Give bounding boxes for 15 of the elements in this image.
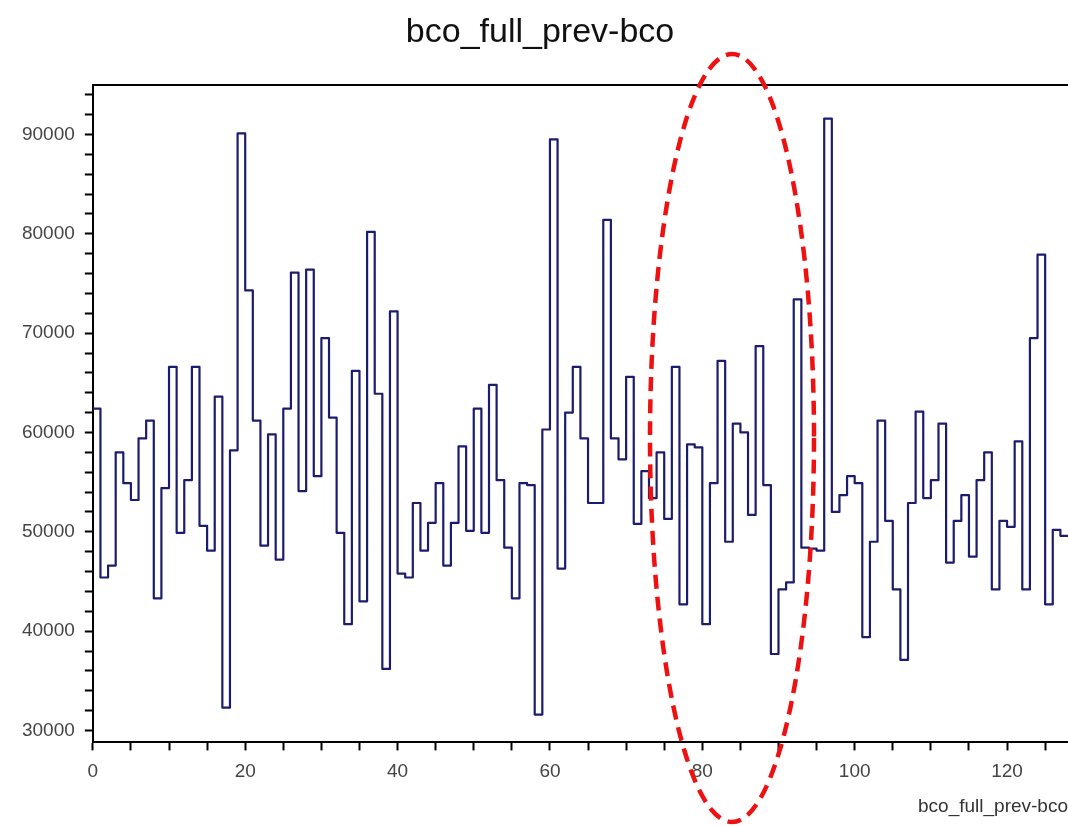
x-tick-label: 100 bbox=[838, 760, 871, 782]
x-tick-label: 40 bbox=[387, 760, 409, 782]
y-tick-label: 90000 bbox=[21, 122, 75, 144]
y-tick-label: 50000 bbox=[21, 520, 75, 542]
x-tick-label: 0 bbox=[87, 760, 99, 782]
y-tick-label: 30000 bbox=[21, 718, 75, 740]
y-tick-label: 40000 bbox=[21, 619, 75, 641]
chart-title: bco_full_prev-bco bbox=[405, 10, 675, 49]
x-axis-title: bco_full_prev-bco bbox=[918, 794, 1068, 817]
y-tick-label: 80000 bbox=[21, 222, 75, 244]
x-tick-label: 120 bbox=[991, 760, 1023, 782]
y-tick-label: 60000 bbox=[21, 420, 75, 442]
x-tick-label: 20 bbox=[234, 760, 256, 782]
x-tick-label: 60 bbox=[539, 760, 561, 782]
y-tick-label: 70000 bbox=[21, 321, 75, 343]
